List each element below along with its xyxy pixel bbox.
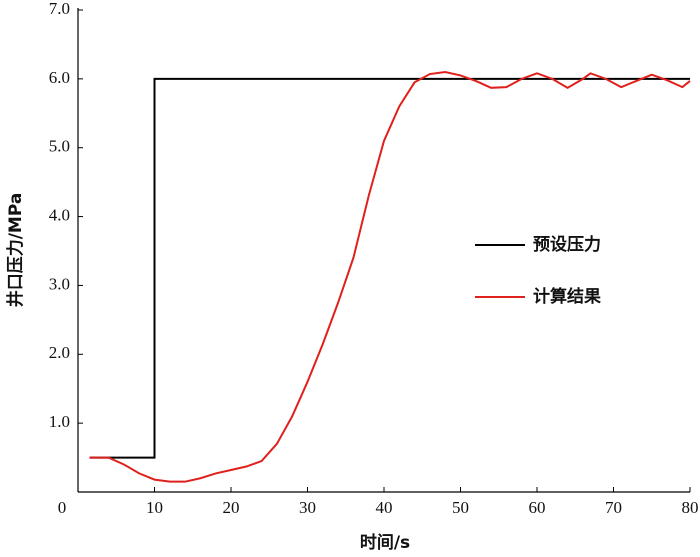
x-tick-label: 80 <box>682 498 699 517</box>
y-axis-label: 井口压力/MPa <box>5 193 26 308</box>
legend-label: 预设压力 <box>533 234 601 255</box>
line <box>89 70 691 483</box>
y-tick-label: 4.0 <box>49 205 70 224</box>
x-tick-label: 60 <box>529 498 546 517</box>
x-tick-label: 40 <box>376 498 393 517</box>
y-tick-label: 5.0 <box>49 137 70 156</box>
y-tick-label: 7.0 <box>49 0 70 18</box>
x-tick-label: 0 <box>58 498 67 517</box>
line <box>89 77 690 459</box>
x-tick-label: 10 <box>146 498 163 517</box>
x-axis-label: 时间/s <box>360 532 410 553</box>
x-tick-label: 70 <box>605 498 622 517</box>
x-tick-label: 30 <box>299 498 316 517</box>
y-tick-label: 1.0 <box>49 412 70 431</box>
x-tick-label: 50 <box>452 498 469 517</box>
y-tick-label: 3.0 <box>49 274 70 293</box>
x-tick-label: 20 <box>223 498 240 517</box>
y-tick-label: 2.0 <box>49 343 70 362</box>
y-tick-label: 6.0 <box>49 68 70 87</box>
legend-label: 计算结果 <box>533 286 601 307</box>
